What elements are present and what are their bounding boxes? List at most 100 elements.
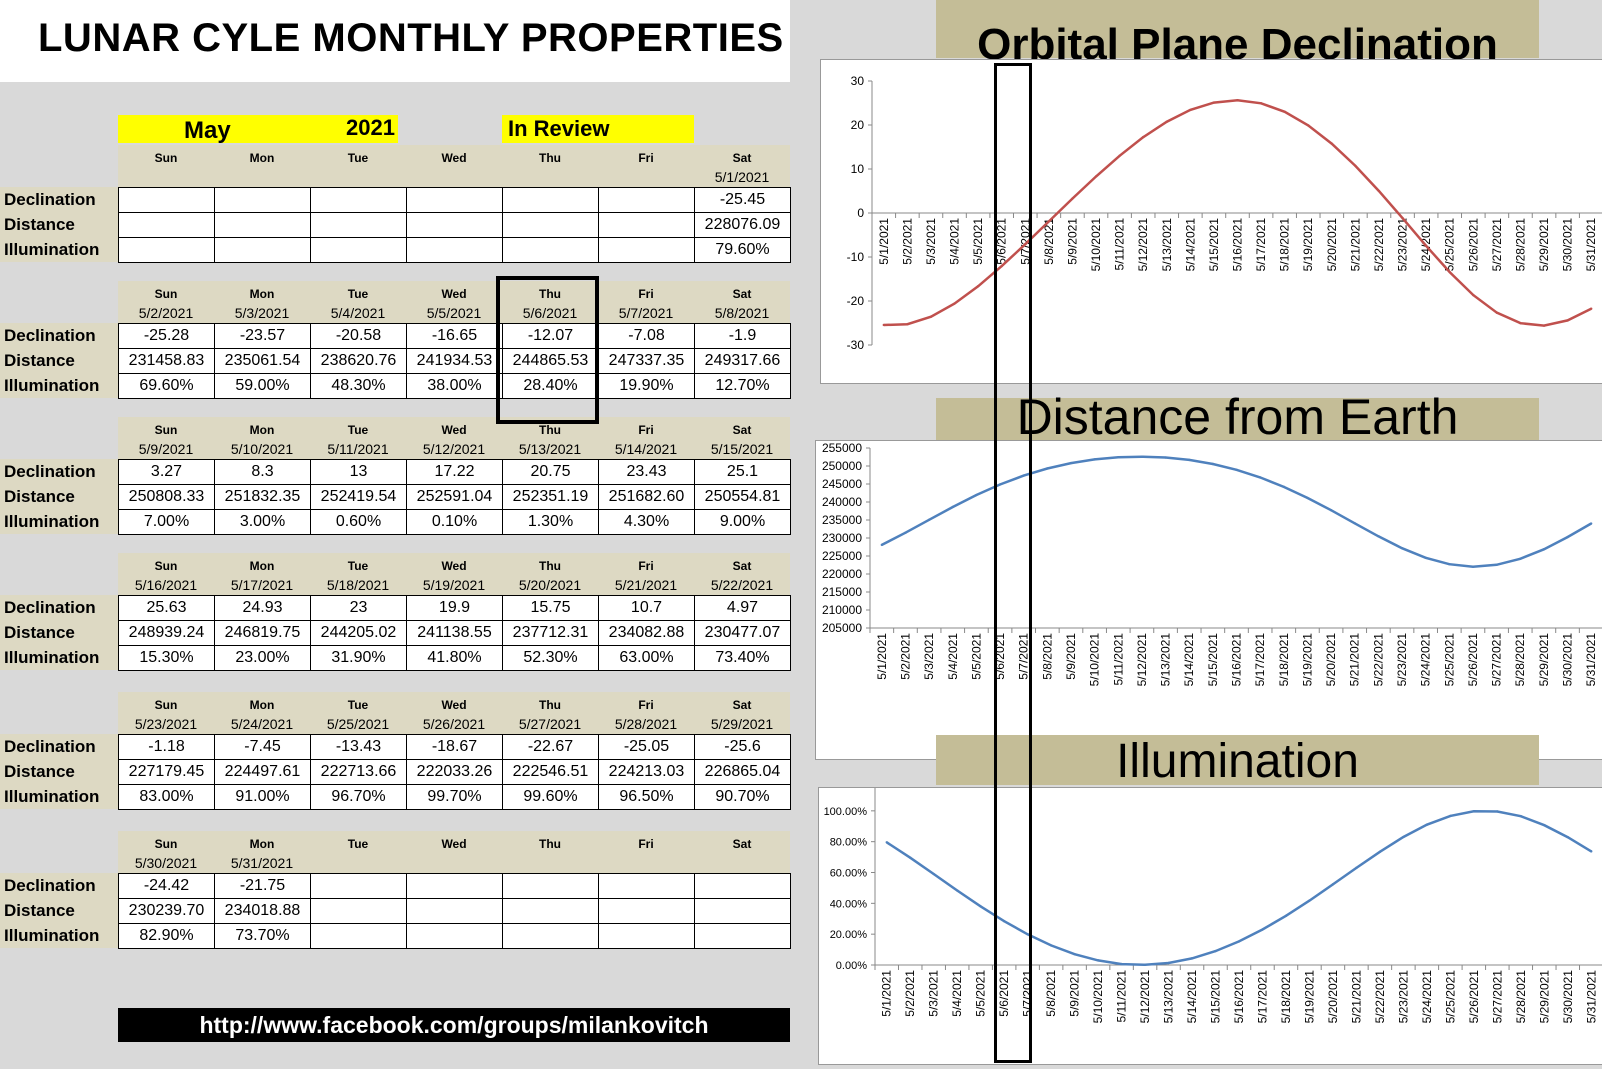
declination-cell: -25.6 [694,734,791,760]
illumination-cell: 31.90% [310,645,407,671]
data-point [1377,189,1381,193]
row-label-bg [0,373,118,398]
row-label-illumination: Illumination [4,240,100,259]
declination-cell: -25.05 [598,734,695,760]
day-name: Tue [347,151,369,165]
data-point [976,285,980,288]
x-tick-label: 5/5/2021 [971,218,985,265]
distance-cell: 244205.02 [310,620,407,646]
day-name: Sun [154,698,178,712]
data-point [1542,548,1546,551]
x-tick-label: 5/20/2021 [1326,970,1340,1024]
data-point [1212,101,1216,104]
row-label-bg [0,759,118,784]
data-point [1188,458,1191,462]
declination-cell: 24.93 [214,595,311,621]
y-tick-label: 225000 [822,549,862,563]
x-tick-label: 5/10/2021 [1088,633,1102,687]
data-point [1140,455,1144,458]
day-name: Tue [347,837,369,851]
illumination-cell: 73.70% [214,923,311,949]
data-point [1472,810,1476,813]
day-name: Mon [249,559,275,573]
declination-cell: -1.9 [694,323,791,349]
day-name: Wed [441,151,467,165]
y-tick-label: -20 [847,294,865,308]
day-name: Tue [347,698,369,712]
data-point [1237,940,1241,943]
date-label: 5/4/2021 [330,305,386,321]
week-header [118,831,790,873]
data-point [1496,810,1499,813]
x-tick-label: 5/17/2021 [1254,218,1268,272]
x-tick-label: 5/25/2021 [1443,218,1457,272]
illumination-cell [502,237,599,263]
distance-chart: 255000 250000 245000 240000 235000 230000 2250… [815,440,1602,760]
x-tick-label: 5/29/2021 [1537,633,1551,687]
y-tick-label: 60.00% [830,868,868,880]
distance-cell: 230477.07 [694,620,791,646]
day-name: Sat [732,423,752,437]
x-tick-label: 5/6/2021 [995,218,1009,265]
y-tick-label: 220000 [822,567,862,581]
distance-cell: 251682.60 [598,484,695,510]
illumination-cell: 83.00% [118,784,215,810]
declination-cell [694,873,791,899]
data-point [885,841,888,844]
x-tick-label: 5/25/2021 [1442,633,1456,687]
x-tick-label: 5/19/2021 [1300,633,1314,687]
x-tick-label: 5/8/2021 [1044,970,1058,1017]
declination-cell: 15.75 [502,595,599,621]
x-tick-label: 5/11/2021 [1115,970,1129,1023]
illumination-cell: 28.40% [502,373,599,399]
distance-cell: 230239.70 [118,898,215,924]
data-point [1096,959,1100,962]
row-label-distance: Distance [4,351,75,370]
distance-cell: 241934.53 [406,348,503,374]
data-point [1117,456,1120,459]
distance-cell: 250808.33 [118,484,215,510]
data-point [1378,850,1382,854]
day-name: Mon [249,698,275,712]
day-name: Fri [638,837,654,851]
data-point [929,315,933,318]
date-label: 5/19/2021 [422,577,486,593]
day-name: Thu [539,423,561,437]
x-tick-label: 5/5/2021 [969,633,983,680]
data-point [1590,307,1593,310]
declination-cell: 23.43 [598,459,695,485]
illumination-cell: 3.00% [214,509,311,535]
x-tick-label: 5/9/2021 [1065,218,1079,265]
illumination-cell: 19.90% [598,373,695,399]
x-tick-label: 5/4/2021 [950,970,964,1017]
declination-cell: -13.43 [310,734,407,760]
row-label-bg [0,734,118,759]
day-name: Wed [441,837,467,851]
illumination-cell: 99.60% [502,784,599,810]
data-point [1047,220,1051,223]
x-tick-label: 5/11/2021 [1111,633,1125,686]
day-name: Thu [539,151,561,165]
declination-cell: -22.67 [502,734,599,760]
day-name: Fri [638,287,654,301]
footer-link[interactable]: http://www.facebook.com/groups/milankovi… [118,1008,790,1042]
distance-cell [502,898,599,924]
x-tick-label: 5/13/2021 [1159,633,1173,687]
illumination-cell: 69.60% [118,373,215,399]
day-name: Wed [441,287,467,301]
row-label-declination: Declination [4,190,96,209]
data-point [979,905,982,908]
data-point [1069,461,1073,465]
y-tick-label: 20.00% [830,929,868,941]
row-label-illumination: Illumination [4,926,100,945]
illumination-cell [406,923,503,949]
declination-cell [214,187,311,213]
date-label: 5/18/2021 [326,577,390,593]
date-label: 5/1/2021 [714,169,770,185]
y-tick-label: 250000 [822,459,862,473]
x-tick-label: 5/18/2021 [1278,218,1292,272]
illumination-cell [502,923,599,949]
date-label: 5/17/2021 [230,577,294,593]
date-label: 5/31/2021 [230,855,294,871]
date-label: 5/21/2021 [614,577,678,593]
